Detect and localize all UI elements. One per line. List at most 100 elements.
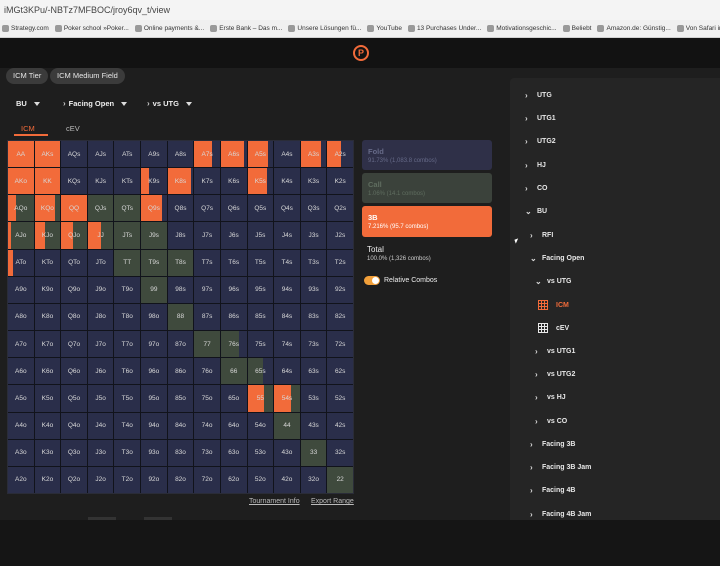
hand-cell[interactable]: J5s — [247, 222, 274, 249]
hand-cell[interactable]: K8s — [167, 168, 194, 195]
hand-cell[interactable]: J8s — [167, 222, 194, 249]
hand-cell[interactable]: 72o — [194, 466, 220, 493]
action-dropdown[interactable]: › Facing Open — [63, 99, 128, 108]
legend-call[interactable]: Call 1.06% (14.1 combos) — [362, 173, 492, 203]
tree-node-facing[interactable]: › Facing 4B Jam — [530, 510, 591, 519]
hand-cell[interactable]: QJs — [87, 195, 114, 222]
tree-node-cev[interactable]: cEV — [538, 323, 569, 333]
hand-cell[interactable]: Q5o — [61, 385, 87, 412]
hand-cell[interactable]: 64o — [220, 412, 247, 439]
hand-cell[interactable]: T3s — [300, 249, 327, 276]
hand-cell[interactable]: Q4o — [61, 412, 87, 439]
tab-cev[interactable]: cEV — [66, 124, 80, 133]
hand-cell[interactable]: 97s — [194, 276, 220, 303]
hand-cell[interactable]: AJo — [8, 222, 34, 249]
hand-cell[interactable]: 96s — [220, 276, 247, 303]
hand-cell[interactable]: 98s — [167, 276, 194, 303]
hand-cell[interactable]: 85s — [247, 303, 274, 331]
hand-cell[interactable]: A8o — [8, 303, 34, 331]
hand-cell[interactable]: A3o — [8, 439, 34, 466]
hand-cell[interactable]: 32o — [300, 466, 327, 493]
hand-cell[interactable]: J9s — [141, 222, 167, 249]
hand-cell[interactable]: 73s — [300, 331, 327, 358]
hand-cell[interactable]: J6s — [220, 222, 247, 249]
hand-cell[interactable]: A4o — [8, 412, 34, 439]
hand-cell[interactable]: J8o — [87, 303, 114, 331]
hand-cell[interactable]: T4s — [274, 249, 300, 276]
hand-cell[interactable]: JTs — [114, 222, 141, 249]
hand-cell[interactable]: 92o — [141, 466, 167, 493]
bookmark-item[interactable]: 13 Purchases Under... — [407, 25, 481, 32]
hand-cell[interactable]: 65s — [247, 358, 274, 385]
hand-cell[interactable]: A3s — [300, 141, 327, 168]
hand-cell[interactable]: 96o — [141, 358, 167, 385]
hand-cell[interactable]: KK — [34, 168, 61, 195]
hand-cell[interactable]: 76o — [194, 358, 220, 385]
bookmark-item[interactable]: Motivationsgeschic... — [487, 25, 557, 32]
hand-cell[interactable]: T8o — [114, 303, 141, 331]
hand-cell[interactable]: 75s — [247, 331, 274, 358]
hand-cell[interactable]: 92s — [327, 276, 353, 303]
hand-cell[interactable]: Q9o — [61, 276, 87, 303]
hand-cell[interactable]: T7o — [114, 331, 141, 358]
tree-node-facing-open[interactable]: ⌄ Facing Open — [530, 254, 584, 263]
hand-cell[interactable]: 62s — [327, 358, 353, 385]
hand-cell[interactable]: T3o — [114, 439, 141, 466]
hand-cell[interactable]: Q4s — [274, 195, 300, 222]
hand-cell[interactable]: 22 — [327, 466, 353, 493]
hand-cell[interactable]: 66 — [220, 358, 247, 385]
bookmark-item[interactable]: Amazon.de: Günstig... — [597, 25, 671, 32]
hand-cell[interactable]: 52o — [247, 466, 274, 493]
hand-cell[interactable]: A7o — [8, 331, 34, 358]
tree-node-position[interactable]: › HJ — [525, 161, 546, 170]
hand-cell[interactable]: K7o — [34, 331, 61, 358]
hand-cell[interactable]: K6s — [220, 168, 247, 195]
hand-cell[interactable]: 53s — [300, 385, 327, 412]
hand-cell[interactable]: K2s — [327, 168, 353, 195]
hand-cell[interactable]: QTo — [61, 249, 87, 276]
hand-cell[interactable]: KJs — [87, 168, 114, 195]
hand-cell[interactable]: Q5s — [247, 195, 274, 222]
hand-cell[interactable]: J4s — [274, 222, 300, 249]
tree-node-facing[interactable]: › Facing 3B Jam — [530, 463, 591, 472]
hand-cell[interactable]: 97o — [141, 331, 167, 358]
position-dropdown[interactable]: BU — [16, 99, 40, 108]
tree-node-opponent[interactable]: › vs HJ — [535, 393, 566, 402]
hand-cell[interactable]: 95s — [247, 276, 274, 303]
hand-cell[interactable]: Q6o — [61, 358, 87, 385]
hand-cell[interactable]: 88 — [167, 303, 194, 331]
hand-cell[interactable]: J6o — [87, 358, 114, 385]
hand-cell[interactable]: 86o — [167, 358, 194, 385]
hand-cell[interactable]: 87o — [167, 331, 194, 358]
tree-node-position[interactable]: › UTG1 — [525, 114, 556, 123]
hand-cell[interactable]: J4o — [87, 412, 114, 439]
hand-cell[interactable]: A9o — [8, 276, 34, 303]
hand-cell[interactable]: 42s — [327, 412, 353, 439]
hand-cell[interactable]: K5o — [34, 385, 61, 412]
hand-cell[interactable]: K2o — [34, 466, 61, 493]
hand-cell[interactable]: 99 — [141, 276, 167, 303]
hand-cell[interactable]: KQs — [61, 168, 87, 195]
hand-cell[interactable]: 43s — [300, 412, 327, 439]
hand-cell[interactable]: 83s — [300, 303, 327, 331]
hand-cell[interactable]: KJo — [34, 222, 61, 249]
hand-cell[interactable]: A9s — [141, 141, 167, 168]
hand-cell[interactable]: 33 — [300, 439, 327, 466]
hand-cell[interactable]: 74s — [274, 331, 300, 358]
hand-cell[interactable]: K9o — [34, 276, 61, 303]
hand-cell[interactable]: 75o — [194, 385, 220, 412]
tree-node-current-position[interactable]: ⌄ BU — [525, 207, 547, 216]
hand-cell[interactable]: A6o — [8, 358, 34, 385]
hand-cell[interactable]: 53o — [247, 439, 274, 466]
hand-cell[interactable]: 77 — [194, 331, 220, 358]
hand-cell[interactable]: AKo — [8, 168, 34, 195]
hand-cell[interactable]: KTs — [114, 168, 141, 195]
hand-cell[interactable]: JJ — [87, 222, 114, 249]
hand-cell[interactable]: AQo — [8, 195, 34, 222]
hand-cell[interactable]: K3o — [34, 439, 61, 466]
hand-cell[interactable]: 65o — [220, 385, 247, 412]
hand-cell[interactable]: 72s — [327, 331, 353, 358]
hand-cell[interactable]: TT — [114, 249, 141, 276]
hand-cell[interactable]: 74o — [194, 412, 220, 439]
hand-cell[interactable]: K8o — [34, 303, 61, 331]
